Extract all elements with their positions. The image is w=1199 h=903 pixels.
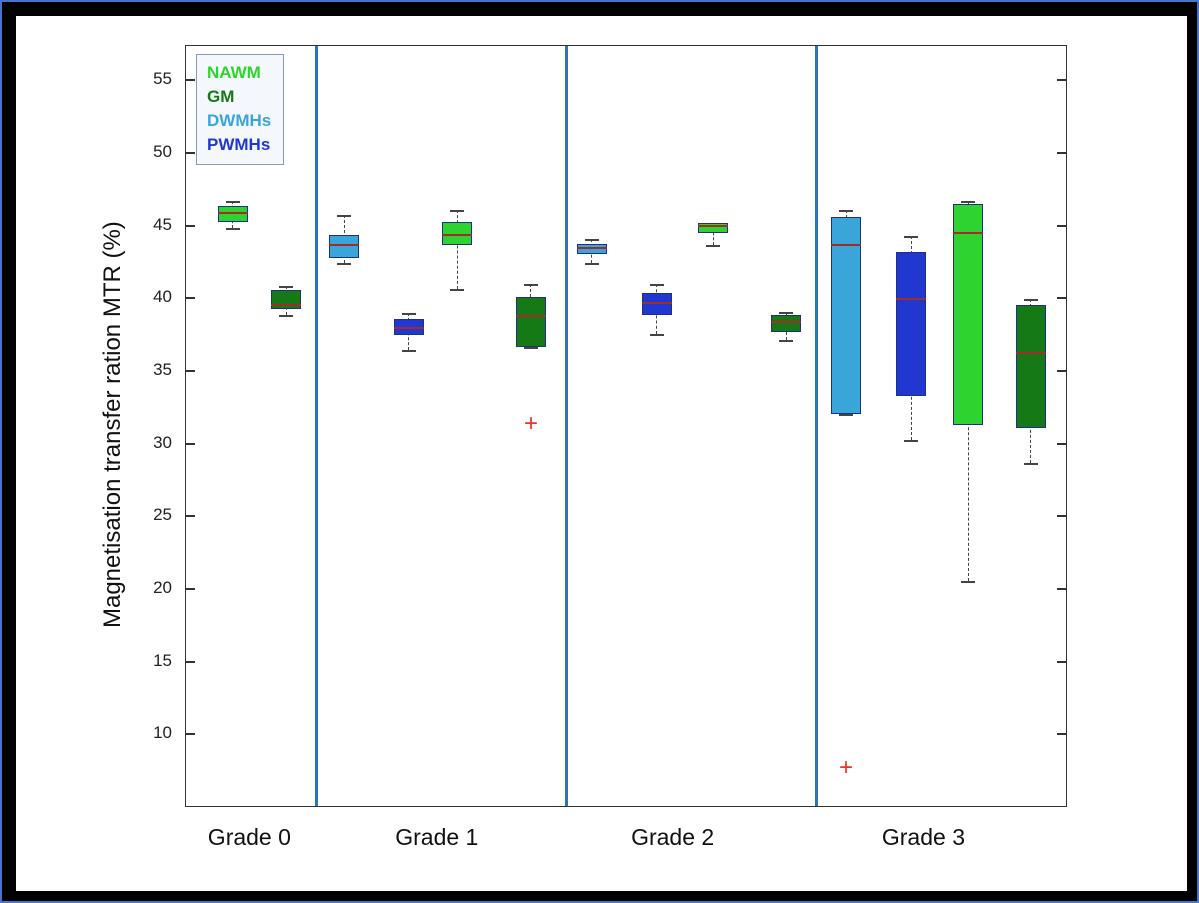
whisker-cap-bottom-grade1-dwmhs	[337, 262, 352, 265]
y-tick-right	[1057, 224, 1066, 227]
whisker-cap-top-grade3-pwmhs	[904, 236, 919, 239]
median-grade3-gm	[1015, 351, 1046, 354]
legend: NAWM GM DWMHs PWMHs	[196, 54, 285, 165]
whisker-cap-top-grade1-gm	[523, 284, 538, 287]
median-grade1-pwmhs	[393, 326, 424, 329]
y-tick-left	[186, 442, 195, 445]
x-group-label-1: Grade 1	[395, 824, 479, 850]
median-grade1-nawm	[442, 233, 473, 236]
y-tick-left	[186, 733, 195, 736]
box-grade3-gm	[1015, 304, 1046, 429]
box-grade3-pwmhs	[896, 252, 927, 397]
box-grade1-nawm	[442, 221, 473, 246]
y-tick-right	[1057, 370, 1066, 373]
x-group-label-0: Grade 0	[207, 824, 291, 850]
y-tick-label: 55	[153, 69, 172, 89]
legend-item-gm: GM	[207, 87, 235, 106]
median-grade0-gm	[271, 303, 302, 306]
whisker-cap-top-grade0-nawm	[225, 201, 240, 204]
group-separator	[814, 46, 818, 806]
median-grade3-dwmhs	[831, 244, 861, 247]
box-grade1-gm	[515, 297, 546, 347]
median-grade0-nawm	[217, 212, 248, 215]
group-separator	[314, 46, 318, 806]
whisker-cap-bottom-grade2-dwmhs	[584, 262, 599, 265]
y-tick-right	[1057, 515, 1066, 518]
median-grade1-gm	[515, 315, 546, 318]
y-tick-label: 35	[153, 360, 172, 380]
y-tick-right	[1057, 588, 1066, 591]
y-tick-right	[1057, 152, 1066, 155]
y-tick-label: 30	[153, 432, 172, 452]
x-group-label-2: Grade 2	[631, 824, 715, 850]
whisker-cap-bottom-grade1-pwmhs	[401, 349, 416, 352]
x-group-label-3: Grade 3	[881, 824, 965, 850]
y-tick-label: 50	[153, 142, 172, 162]
median-grade2-pwmhs	[641, 302, 672, 305]
whisker-cap-bottom-grade3-dwmhs	[839, 413, 853, 416]
box-grade3-nawm	[953, 204, 984, 426]
y-tick-left	[186, 79, 195, 82]
legend-item-dwmhs: DWMHs	[207, 111, 272, 130]
whisker-cap-top-grade3-dwmhs	[839, 210, 853, 213]
y-tick-label: 45	[153, 214, 172, 234]
y-tick-right	[1057, 733, 1066, 736]
outlier-marker-grade3-dwmhs: +	[838, 754, 854, 782]
whisker-cap-bottom-grade3-nawm	[961, 580, 976, 583]
y-tick-label: 10	[153, 723, 172, 743]
median-grade3-pwmhs	[896, 297, 927, 300]
y-tick-right	[1057, 660, 1066, 663]
y-tick-right	[1057, 297, 1066, 300]
group-separator	[564, 46, 568, 806]
whisker-cap-bottom-grade1-nawm	[450, 288, 465, 291]
whisker-grade1-nawm	[456, 210, 458, 289]
whisker-cap-bottom-grade0-gm	[279, 314, 294, 317]
whisker-cap-bottom-grade0-nawm	[225, 227, 240, 230]
y-tick-left	[186, 297, 195, 300]
y-tick-left	[186, 588, 195, 591]
whisker-cap-top-grade1-pwmhs	[401, 313, 416, 316]
legend-item-pwmhs: PWMHs	[207, 135, 271, 154]
whisker-cap-bottom-grade1-gm	[523, 346, 538, 349]
y-tick-label: 25	[153, 505, 172, 525]
y-axis-label: Magnetisation transfer ration MTR (%)	[99, 221, 126, 629]
whisker-cap-top-grade3-nawm	[961, 201, 976, 204]
whisker-grade2-nawm	[712, 223, 714, 246]
median-grade2-nawm	[698, 225, 729, 228]
y-tick-left	[186, 660, 195, 663]
median-grade2-dwmhs	[576, 246, 607, 249]
box-grade0-gm	[271, 290, 302, 310]
whisker-cap-top-grade1-dwmhs	[337, 214, 352, 217]
whisker-cap-bottom-grade2-gm	[779, 339, 794, 342]
box-grade2-nawm	[698, 223, 729, 234]
whisker-cap-top-grade2-dwmhs	[584, 239, 599, 242]
whisker-cap-bottom-grade3-pwmhs	[904, 439, 919, 442]
box-grade2-gm	[771, 314, 802, 333]
whisker-cap-top-grade1-nawm	[450, 210, 465, 213]
y-tick-left	[186, 515, 195, 518]
y-tick-label: 15	[153, 650, 172, 670]
whisker-cap-bottom-grade2-nawm	[706, 245, 721, 248]
box-grade3-dwmhs	[831, 217, 861, 414]
y-tick-left	[186, 370, 195, 373]
median-grade2-gm	[771, 321, 802, 324]
whisker-cap-bottom-grade3-gm	[1023, 463, 1038, 466]
y-tick-label: 40	[153, 287, 172, 307]
whisker-cap-top-grade2-gm	[779, 311, 794, 314]
whisker-cap-top-grade2-pwmhs	[649, 284, 664, 287]
median-grade1-dwmhs	[329, 244, 360, 247]
whisker-cap-bottom-grade2-pwmhs	[649, 333, 664, 336]
plot-area: NAWM GM DWMHs PWMHs 10 15 20 25 30 35 40 45 50 55…	[153, 45, 1067, 850]
whisker-cap-top-grade3-gm	[1023, 298, 1038, 301]
whisker-cap-top-grade0-gm	[279, 285, 294, 288]
median-grade3-nawm	[953, 232, 984, 235]
y-tick-right	[1057, 79, 1066, 82]
legend-item-nawm: NAWM	[207, 63, 261, 82]
y-tick-label: 20	[153, 578, 172, 598]
outlier-marker-grade1-gm: +	[523, 409, 538, 437]
y-tick-left	[186, 224, 195, 227]
y-tick-right	[1057, 442, 1066, 445]
box-grade1-dwmhs	[329, 234, 360, 259]
y-tick-left	[186, 152, 195, 155]
